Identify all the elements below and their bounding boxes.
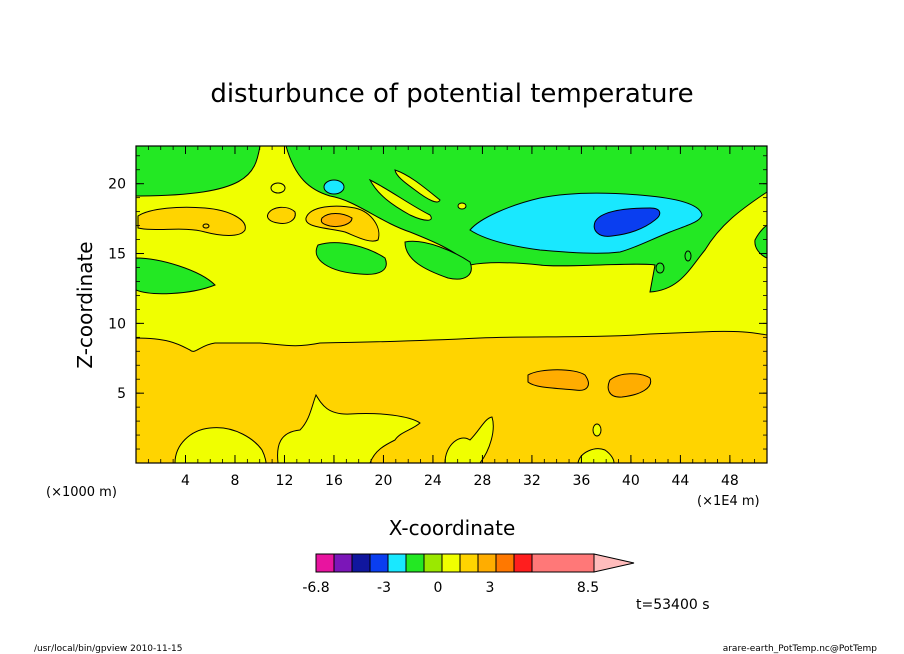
colorbar xyxy=(315,553,635,573)
colorbar-swatch xyxy=(333,553,353,573)
colorbar-label: -3 xyxy=(377,580,391,596)
more-positive-patch xyxy=(320,213,353,227)
x-tick-label: 44 xyxy=(671,473,689,489)
colorbar-swatch xyxy=(441,553,461,573)
x-tick-label: 40 xyxy=(622,473,640,489)
more-positive-patch xyxy=(527,369,589,391)
positive-patch xyxy=(137,206,246,236)
most-negative-core xyxy=(593,207,661,237)
plot-frame xyxy=(135,145,768,464)
y-tick-label: 10 xyxy=(108,316,126,332)
x-tick-label: 4 xyxy=(181,473,190,489)
colorbar-label: 8.5 xyxy=(577,580,599,596)
x-tick-label: 8 xyxy=(231,473,240,489)
positive-hole xyxy=(394,169,441,203)
positive-hole xyxy=(270,182,286,194)
positive-hole xyxy=(174,427,267,463)
chart-title: disturbunce of potential temperature xyxy=(210,79,693,109)
x-tick-label: 16 xyxy=(325,473,343,489)
negative-patch xyxy=(404,240,472,280)
x-tick-label: 36 xyxy=(572,473,590,489)
more-negative-patch xyxy=(323,179,345,195)
x-unit-label: (×1E4 m) xyxy=(697,494,760,509)
colorbar-swatch xyxy=(531,553,595,573)
negative-patch xyxy=(754,224,767,259)
colorbar-swatch xyxy=(351,553,371,573)
x-tick-label: 20 xyxy=(375,473,393,489)
colorbar-swatch xyxy=(405,553,425,573)
y-unit-label: (×1000 m) xyxy=(46,485,117,500)
positive-patch xyxy=(267,206,296,224)
colorbar-swatch xyxy=(495,553,515,573)
positive-band xyxy=(136,330,767,463)
positive-hole xyxy=(444,416,494,463)
colorbar-swatch xyxy=(459,553,479,573)
colorbar-labels: -6.8 -3 0 3 8.5 xyxy=(302,580,599,596)
contour-field xyxy=(136,146,767,463)
negative-band xyxy=(136,146,261,197)
x-tick-label: 28 xyxy=(474,473,492,489)
negative-patch xyxy=(315,242,387,275)
positive-hole xyxy=(277,393,421,463)
positive-hole xyxy=(457,202,467,210)
x-tick-label: 24 xyxy=(424,473,442,489)
y-tick-label: 15 xyxy=(108,247,126,263)
positive-hole xyxy=(592,423,602,437)
x-axis-ticks: 4 8 12 16 20 24 28 32 36 40 44 48 xyxy=(135,146,768,489)
colorbar-swatch xyxy=(369,553,389,573)
positive-patch xyxy=(202,223,210,229)
footer-right-text: arare-earth_PotTemp.nc@PotTemp xyxy=(723,644,878,654)
negative-patch xyxy=(136,257,216,295)
negative-patch xyxy=(655,262,665,274)
time-label: t=53400 s xyxy=(636,597,710,613)
positive-hole xyxy=(368,178,432,221)
x-tick-label: 48 xyxy=(721,473,739,489)
colorbar-label: 0 xyxy=(434,580,443,596)
colorbar-swatch xyxy=(315,553,335,573)
x-tick-label: 32 xyxy=(523,473,541,489)
more-positive-patch xyxy=(607,373,652,398)
x-tick-label: 12 xyxy=(276,473,294,489)
colorbar-swatch xyxy=(423,553,443,573)
footer-left-text: /usr/local/bin/gpview 2010-11-15 xyxy=(34,644,182,654)
positive-hole xyxy=(577,448,615,463)
colorbar-swatch xyxy=(387,553,407,573)
colorbar-arrow xyxy=(593,553,635,573)
colorbar-label: 3 xyxy=(486,580,495,596)
colorbar-swatch xyxy=(513,553,533,573)
negative-patch xyxy=(684,250,692,262)
x-axis-label: X-coordinate xyxy=(389,516,516,540)
y-axis-ticks: 5 10 15 20 xyxy=(108,155,767,450)
colorbar-swatch xyxy=(477,553,497,573)
y-tick-label: 20 xyxy=(108,177,126,193)
colorbar-label: -6.8 xyxy=(302,580,329,596)
y-tick-label: 5 xyxy=(117,386,126,402)
y-axis-label: Z-coordinate xyxy=(73,241,97,368)
